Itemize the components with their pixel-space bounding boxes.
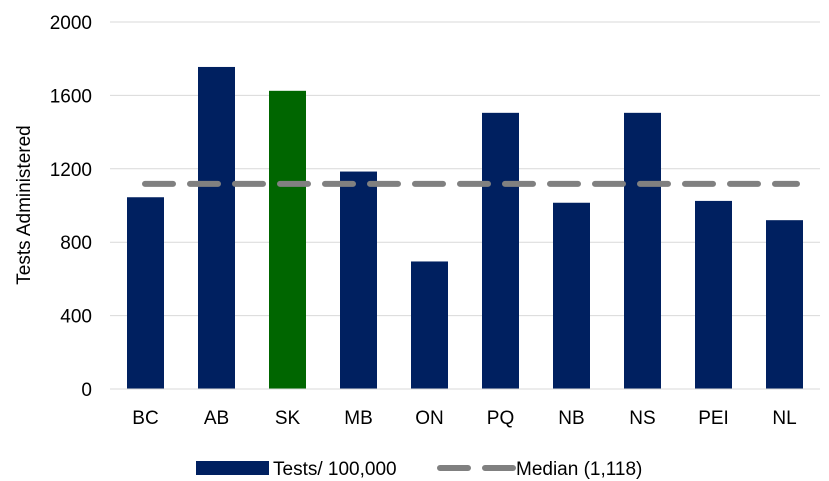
bar-bc bbox=[127, 197, 164, 389]
y-tick-label: 400 bbox=[60, 307, 92, 328]
bar-pq bbox=[482, 112, 519, 390]
x-tick-label: NS bbox=[629, 408, 655, 429]
y-tick-label: 1200 bbox=[50, 160, 92, 181]
x-tick-label: PQ bbox=[487, 408, 514, 429]
bar-ns bbox=[624, 112, 661, 390]
bar-sk bbox=[269, 90, 306, 389]
x-tick-label: NL bbox=[772, 408, 796, 429]
bar-mb bbox=[340, 171, 377, 389]
y-tick-label: 1600 bbox=[50, 86, 92, 107]
x-tick-label: NB bbox=[558, 408, 584, 429]
x-tick-label: SK bbox=[275, 408, 301, 429]
legend-bar-label: Tests/ 100,000 bbox=[273, 459, 397, 480]
y-tick-label: 800 bbox=[60, 233, 92, 254]
bar-nl bbox=[766, 220, 803, 389]
x-tick-label: BC bbox=[132, 408, 158, 429]
bar-ab bbox=[198, 66, 235, 390]
x-axis-ticks: BC AB SK MB ON PQ NB NS PEI NL bbox=[132, 408, 796, 429]
y-tick-label: 2000 bbox=[50, 13, 92, 34]
x-tick-label: ON bbox=[415, 408, 444, 429]
x-tick-label: MB bbox=[344, 408, 373, 429]
legend: Tests/ 100,000 Median (1,118) bbox=[196, 459, 642, 480]
legend-median-label: Median (1,118) bbox=[516, 459, 642, 480]
legend-bar-swatch bbox=[196, 461, 269, 475]
bar-on bbox=[411, 261, 448, 389]
bar-pei bbox=[695, 200, 732, 389]
y-axis-label: Tests Administered bbox=[14, 125, 35, 284]
x-tick-label: AB bbox=[204, 408, 229, 429]
bars bbox=[127, 66, 803, 390]
x-tick-label: PEI bbox=[698, 408, 729, 429]
y-axis-ticks: 0 400 800 1200 1600 2000 bbox=[50, 13, 92, 401]
y-tick-label: 0 bbox=[81, 380, 92, 401]
bar-nb bbox=[553, 202, 590, 389]
